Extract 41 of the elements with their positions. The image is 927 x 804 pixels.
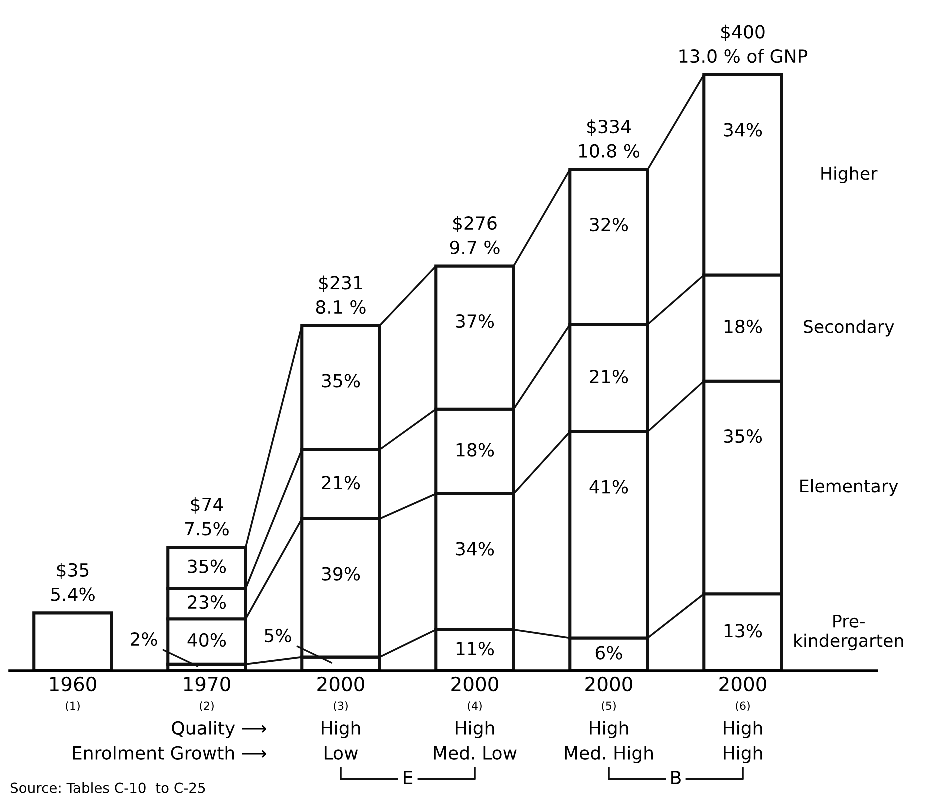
annotation: 35% [724,430,762,444]
series-label: Secondary [804,320,894,337]
annotation: 35% [188,560,226,574]
annotation: 34% [456,542,494,556]
annotation: 37% [456,314,494,328]
series-label: Elementary [800,479,898,496]
total-label: $400 13.0 % of GNP [680,24,808,64]
total-label: $334 10.8 % [579,120,640,158]
annotation: 21% [590,370,628,384]
text: Higher [822,166,878,184]
text: Enrolment Growth ⟶ [73,746,266,760]
annotation: 13% [724,624,762,638]
series-label: Pre- kindergarten [794,614,904,651]
annotation: 40% [188,633,226,648]
annotation: 23% [188,596,226,610]
annotation: 11% [456,642,494,656]
annotation: 39% [322,567,360,581]
text: E [404,771,413,784]
total-label: $35 5.4% [51,563,95,602]
total-label: $276 9.7 % [450,216,500,254]
text: Quality ⟶ [172,721,266,738]
x-tick-label: 2000 (3) High Low [318,676,364,760]
annotation: 34% [724,123,762,137]
annotation: 18% [724,320,762,334]
total-label: $231 8.1 % [316,276,366,314]
annotation: 18% [456,443,494,457]
x-tick-label: 2000 (6) High High [720,676,766,764]
x-tick-label: 1970 (2) [184,676,230,712]
total-label: $74 7.5% [186,497,229,536]
text: B [672,771,681,784]
annotation: 35% [322,374,360,388]
annotation: 5% [265,628,292,643]
x-tick-label: 2000 (4) High Med. Low [434,676,517,760]
x-tick-label: 1960 (1) [50,676,96,712]
annotation: 21% [322,476,360,490]
annotation: 6% [596,646,622,660]
annotation: 41% [590,480,628,494]
source-note: Source: Tables C-10 to C-25 [10,782,206,794]
annotation: 2% [131,632,158,646]
annotation: 32% [590,218,628,232]
x-tick-label: 2000 (5) High Med. High [565,676,654,764]
